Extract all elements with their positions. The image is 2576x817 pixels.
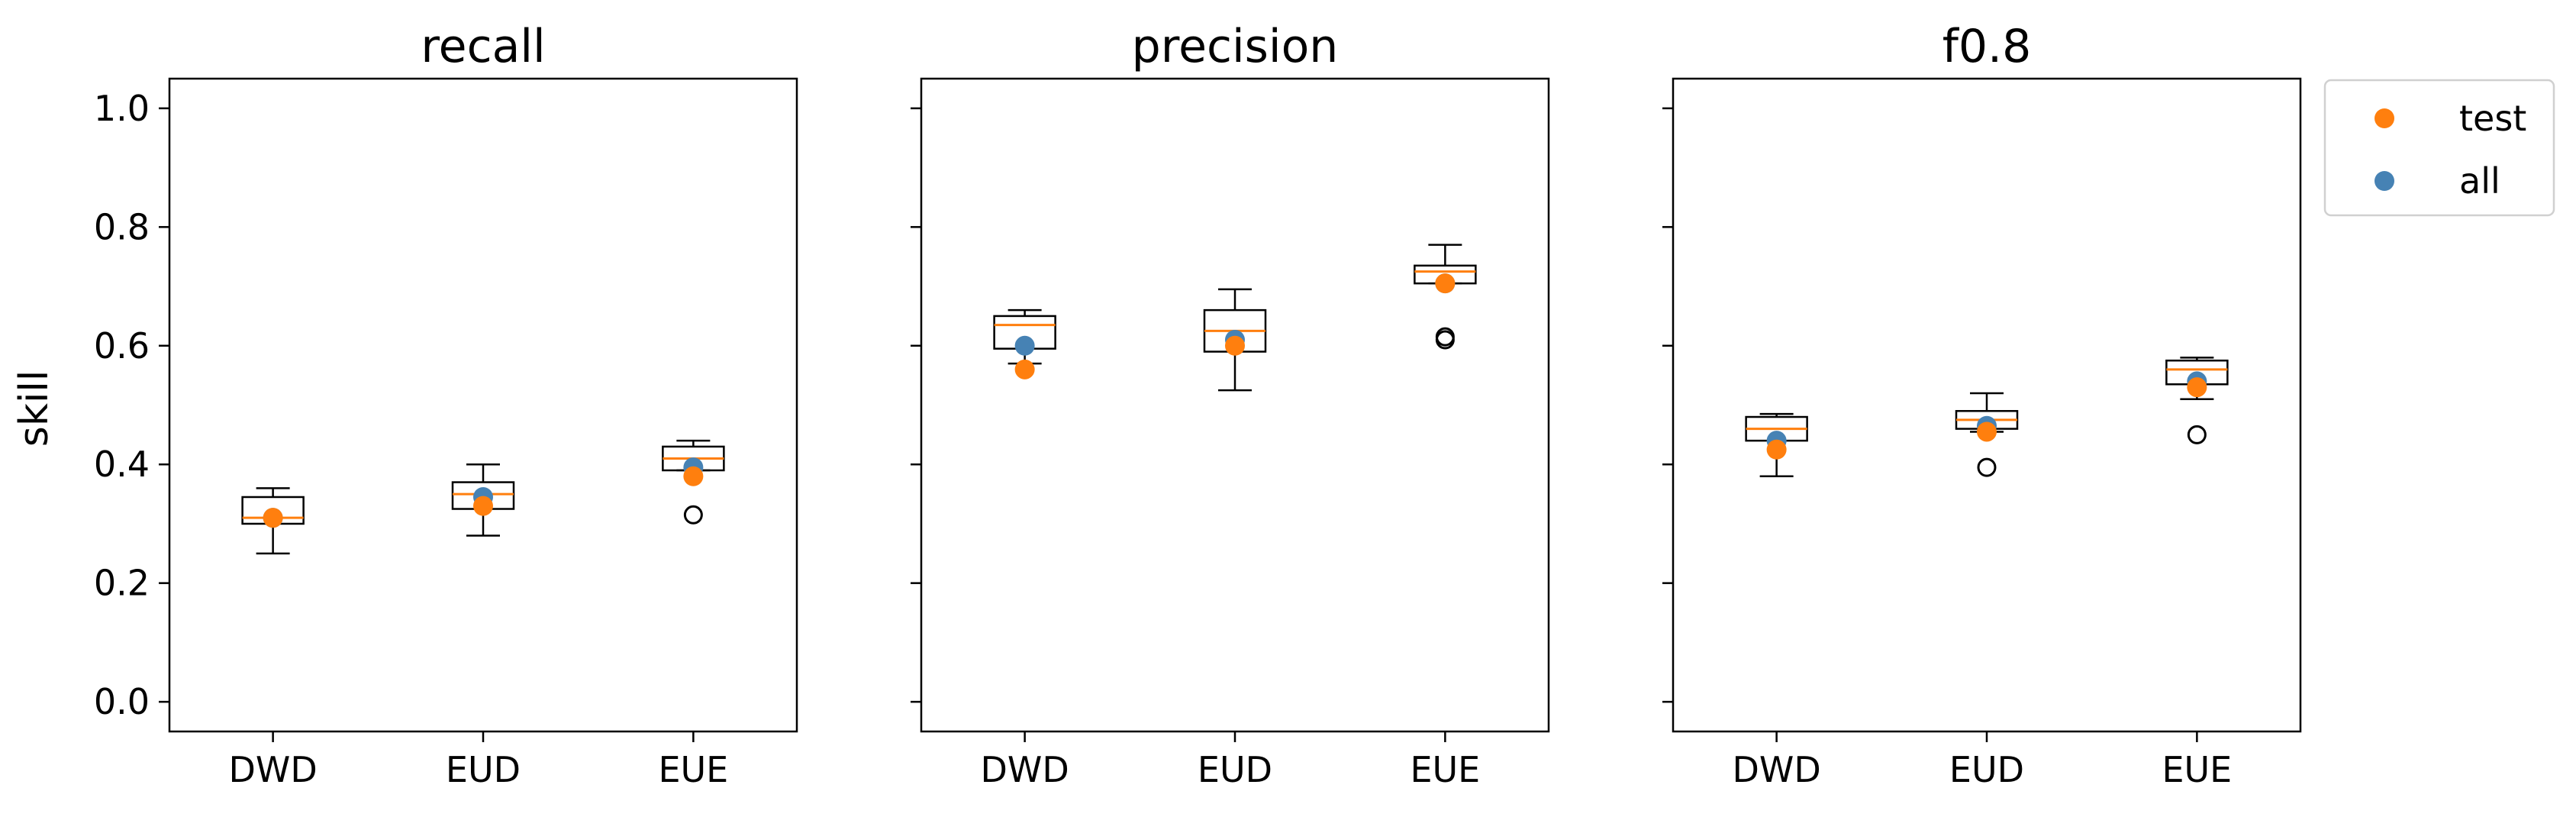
outlier-point [1435, 327, 1455, 347]
point-test [683, 466, 704, 486]
x-tick-label: EUD [446, 749, 521, 790]
point-test [1766, 439, 1787, 460]
box-EUE [2165, 357, 2229, 444]
y-tick-label: 0.2 [94, 563, 150, 604]
y-tick-label: 0.4 [94, 444, 150, 485]
panel-2: f0.8 DWD EUD EUE [1662, 20, 2302, 790]
legend-marker-all [2374, 171, 2394, 191]
panel-title: recall [421, 20, 545, 73]
x-tick-label: EUD [1949, 749, 2024, 790]
point-test [263, 508, 283, 528]
y-tick-label: 0.6 [94, 325, 150, 367]
x-tick-label: EUE [658, 749, 728, 790]
panel-title: f0.8 [1942, 20, 2032, 73]
box-EUE [1414, 244, 1477, 350]
point-all [1014, 335, 1035, 356]
axes-frame [168, 77, 798, 733]
y-tick-label: 1.0 [94, 88, 150, 129]
outlier-point [683, 505, 703, 525]
legend-marker-test [2374, 108, 2394, 128]
panel-1: precision DWD EUD EUE [911, 20, 1550, 790]
y-axis-label: skill [11, 370, 57, 447]
point-test [1977, 421, 1997, 442]
x-tick-label: DWD [228, 749, 317, 790]
x-tick-label: EUE [2162, 749, 2232, 790]
x-tick-label: DWD [980, 749, 1069, 790]
x-tick-label: EUD [1198, 749, 1272, 790]
y-tick-label: 0.8 [94, 206, 150, 247]
point-test [1225, 335, 1245, 356]
point-test [2187, 377, 2207, 398]
y-tick-label: 0.0 [94, 681, 150, 722]
x-tick-label: EUE [1410, 749, 1480, 790]
legend-label: test [2459, 98, 2526, 139]
panel-title: precision [1132, 20, 1339, 73]
legend: test all [2323, 79, 2555, 217]
panel-0: recall 0.0 0.2 0.4 0.6 0.8 1.0 DWD EUD EUE [94, 20, 798, 790]
legend-label: all [2459, 160, 2500, 202]
point-test [473, 496, 493, 516]
x-tick-label: DWD [1732, 749, 1820, 790]
point-test [1014, 359, 1035, 379]
point-test [1435, 273, 1456, 294]
outlier-point [1977, 457, 1997, 477]
axes-frame [1672, 77, 2302, 733]
axes-frame [920, 77, 1550, 733]
outlier-point [2187, 425, 2207, 444]
